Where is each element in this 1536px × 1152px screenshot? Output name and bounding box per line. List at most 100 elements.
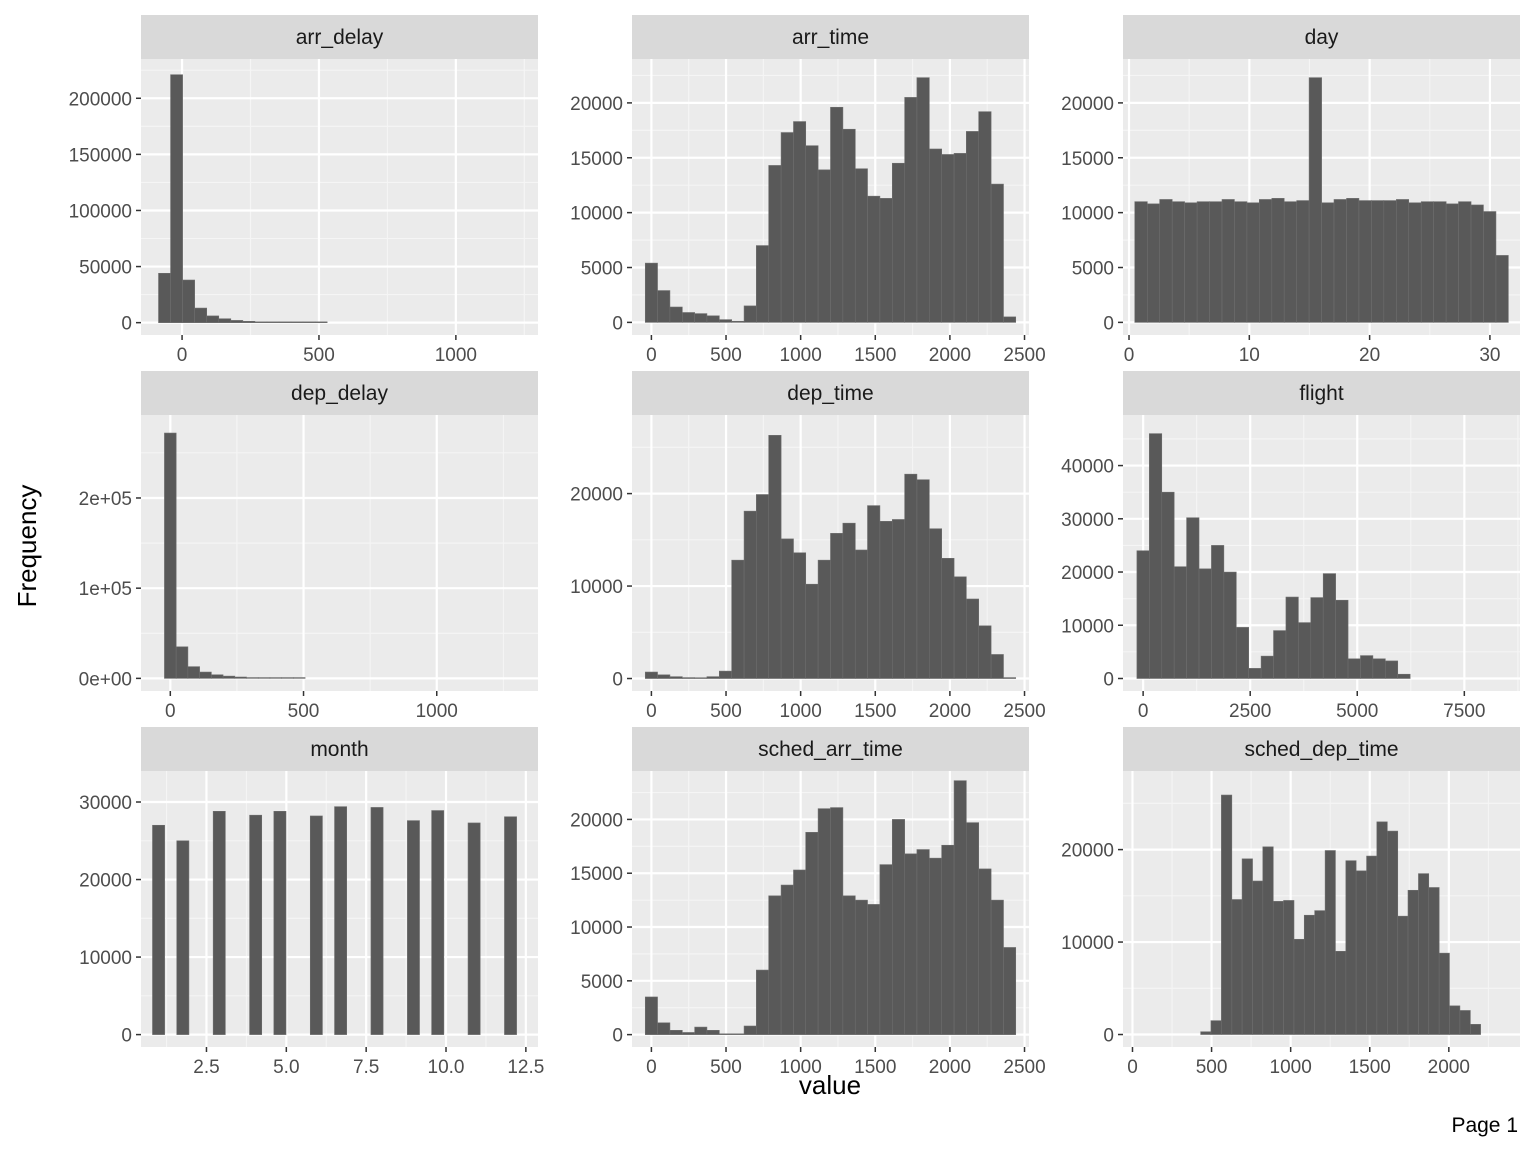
facet-strip (141, 371, 538, 415)
histogram-bar (879, 198, 893, 323)
x-tick-label: 1000 (780, 1057, 822, 1078)
y-tick-label: 0 (1103, 313, 1114, 334)
histogram-bar (1196, 201, 1210, 323)
histogram-bar (1408, 202, 1422, 323)
histogram-bar (743, 510, 757, 679)
histogram-bar (1260, 655, 1274, 679)
histogram-bar (309, 815, 323, 1035)
histogram-bar (1322, 573, 1336, 679)
histogram-bar (1234, 201, 1248, 323)
histogram-bar (281, 677, 294, 679)
x-tick-label: 5000 (1336, 701, 1378, 722)
x-tick-label: 2500 (1229, 701, 1271, 722)
histogram-bar (706, 676, 720, 679)
x-tick-label: 2.5 (193, 1057, 219, 1078)
histogram-bar (1246, 202, 1260, 323)
histogram-bar (719, 1033, 732, 1035)
histogram-bar (916, 479, 930, 679)
histogram-bar (1371, 200, 1385, 323)
facet-strip-label: dep_time (787, 382, 873, 405)
histogram-bar (1445, 203, 1459, 323)
histogram-bar (1303, 914, 1315, 1035)
facet-strip-label: month (310, 738, 368, 761)
histogram-bar (929, 528, 942, 679)
histogram-bar (966, 822, 980, 1035)
histogram-bar (706, 315, 720, 323)
histogram-bar (1272, 901, 1284, 1035)
histogram-bar (1346, 198, 1360, 323)
histogram-bar (1003, 316, 1017, 323)
histogram-bar (1372, 658, 1386, 679)
y-tick-label: 10000 (570, 577, 623, 598)
histogram-bar (756, 969, 770, 1035)
histogram-bar (891, 819, 905, 1035)
histogram-bar (1458, 201, 1472, 323)
facet-strip (1123, 371, 1520, 415)
histogram-bar (780, 884, 794, 1035)
histogram-bar (1296, 200, 1310, 323)
histogram-bar (212, 811, 226, 1035)
x-tick-label: 500 (710, 345, 742, 366)
x-tick-label: 500 (710, 1057, 742, 1078)
histogram-bar (768, 895, 782, 1035)
y-tick-label: 10000 (1061, 616, 1114, 637)
facet-panel-dep_delay: dep_delay 0 500 1000 0e+00 1e+05 2e+05 (79, 371, 538, 722)
histogram-bar (1149, 433, 1163, 679)
histogram-bar (657, 1022, 671, 1035)
histogram-bar (1418, 873, 1430, 1035)
y-tick-label: 20000 (79, 871, 132, 892)
histogram-bar (817, 808, 831, 1035)
x-tick-label: 2000 (929, 345, 971, 366)
histogram-bar (1003, 677, 1017, 679)
histogram-bar (1310, 597, 1324, 679)
x-tick-label: 2500 (1003, 701, 1045, 722)
histogram-bar (293, 677, 306, 679)
histogram-bar (644, 996, 658, 1035)
histogram-bar (1449, 1005, 1461, 1035)
histogram-bar (1241, 858, 1253, 1035)
y-tick-label: 50000 (79, 258, 132, 279)
histogram-bar (681, 677, 695, 679)
histogram-bar (230, 320, 244, 323)
facet-panel-arr_delay: arr_delay 0 500 1000 0 50000 100000 150000 20000… (69, 15, 538, 366)
histogram-bar (1283, 900, 1295, 1035)
histogram-bar (467, 822, 481, 1035)
x-tick-label: 0 (646, 345, 657, 366)
y-tick-label: 15000 (570, 864, 623, 885)
y-tick-label: 20000 (1061, 841, 1114, 862)
histogram-bar (1438, 952, 1450, 1035)
y-tick-label: 15000 (1061, 149, 1114, 170)
histogram-bar (719, 319, 732, 323)
page-number-label: Page 1 (1451, 1114, 1518, 1137)
histogram-bar (1198, 568, 1212, 679)
histogram-bar (1335, 599, 1349, 679)
histogram-bar (164, 432, 177, 679)
histogram-bar (257, 677, 271, 679)
histogram-bar (1360, 655, 1374, 679)
x-tick-label: 500 (303, 345, 335, 366)
facet-strip (141, 727, 538, 771)
y-tick-label: 0 (612, 313, 623, 334)
histogram-bar (1495, 255, 1509, 323)
histogram-bar (246, 677, 259, 679)
histogram-bar (990, 654, 1004, 679)
histogram-bar (657, 674, 671, 679)
facet-strip (632, 727, 1029, 771)
y-tick-label: 40000 (1061, 457, 1114, 478)
y-tick-label: 10000 (1061, 204, 1114, 225)
histogram-bar (929, 148, 942, 323)
histogram-bar (222, 675, 236, 679)
x-tick-label: 1000 (435, 345, 477, 366)
histogram-bar (842, 128, 856, 323)
histogram-bar (941, 844, 955, 1035)
histogram-bar (978, 111, 992, 323)
histogram-bar (269, 677, 282, 679)
x-tick-label: 0 (646, 701, 657, 722)
histogram-bar (1347, 658, 1361, 679)
y-tick-label: 0e+00 (79, 669, 132, 690)
histogram-bar (694, 677, 708, 679)
y-tick-label: 5000 (581, 259, 623, 280)
histogram-bar (1003, 947, 1017, 1035)
